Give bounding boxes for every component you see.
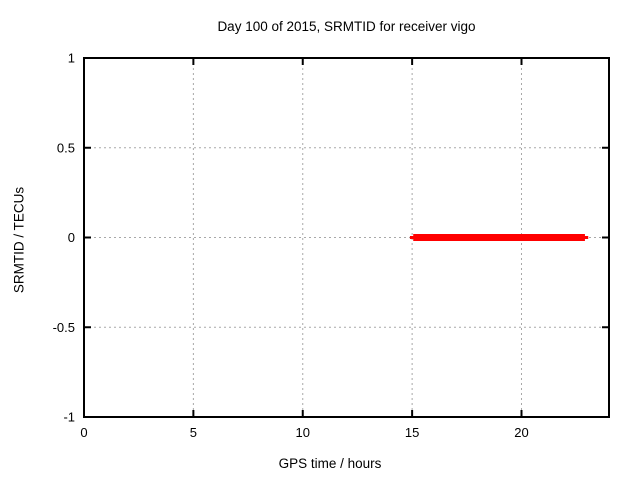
chart-title: Day 100 of 2015, SRMTID for receiver vig… (217, 19, 476, 34)
x-tick-label: 10 (296, 425, 310, 440)
x-tick-label: 20 (514, 425, 528, 440)
y-tick-label: -1 (63, 410, 75, 425)
y-tick-label: 1 (68, 51, 75, 66)
y-tick-label: 0 (68, 230, 75, 245)
x-tick-label: 5 (190, 425, 197, 440)
y-tick-label: -0.5 (53, 320, 75, 335)
x-tick-label: 15 (405, 425, 419, 440)
y-tick-label: 0.5 (57, 140, 75, 155)
x-axis-label: GPS time / hours (278, 456, 382, 471)
x-tick-label: 0 (80, 425, 87, 440)
